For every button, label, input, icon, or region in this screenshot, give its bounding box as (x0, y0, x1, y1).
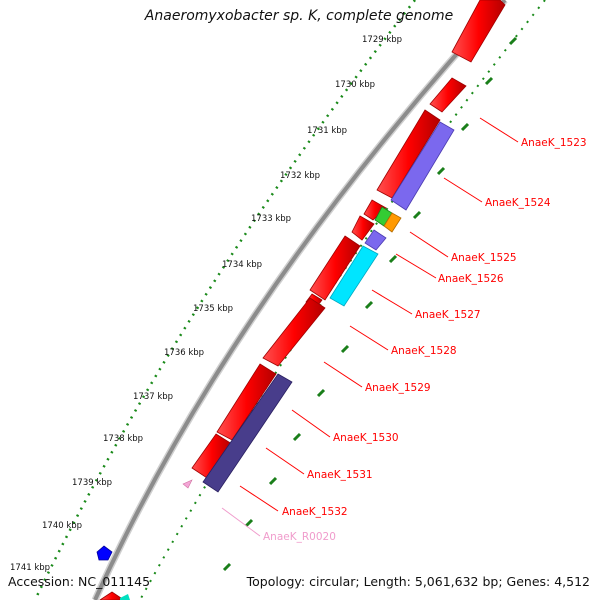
accession-text: Accession: NC_011145 (8, 574, 151, 589)
gene-block (363, 199, 387, 221)
kbp-label: 1730 kbp (335, 80, 375, 90)
kbp-label: 1729 kbp (362, 35, 402, 45)
kbp-label: 1737 kbp (133, 392, 173, 402)
kbp-label: 1734 kbp (222, 260, 262, 270)
gene-block (451, 0, 506, 63)
kbp-label: 1731 kbp (307, 126, 347, 136)
map-title: Anaeromyxobacter sp. K, complete genome (0, 8, 600, 24)
gene-block (96, 545, 113, 561)
gene-label[interactable]: AnaeK_1529 (365, 382, 431, 394)
label-leader-pink (221, 507, 261, 537)
kbp-label: 1741 kbp (10, 563, 50, 573)
gene-block (262, 297, 326, 367)
gene-block (202, 373, 293, 493)
scale-ring-dotted (33, 0, 416, 601)
gene-label[interactable]: AnaeK_1528 (391, 345, 457, 357)
gene-label-pink[interactable]: AnaeK_R0020 (263, 531, 336, 543)
gene-block (390, 121, 455, 211)
gene-block (429, 77, 467, 113)
gene-label[interactable]: AnaeK_1530 (333, 432, 399, 444)
gene-block (120, 594, 130, 600)
gene-label[interactable]: AnaeK_1525 (451, 252, 517, 264)
gene-label[interactable]: AnaeK_1532 (282, 506, 348, 518)
gene-block (182, 479, 193, 489)
gene-block (351, 215, 375, 241)
kbp-label: 1735 kbp (193, 304, 233, 314)
kbp-label: 1732 kbp (280, 171, 320, 181)
gene-label[interactable]: AnaeK_1527 (415, 309, 481, 321)
gene-label[interactable]: AnaeK_1531 (307, 469, 373, 481)
kbp-label: 1740 kbp (42, 521, 82, 531)
gene-block (364, 229, 387, 251)
kbp-label: 1739 kbp (72, 478, 112, 488)
kbp-label: 1733 kbp (251, 214, 291, 224)
map-title-text: Anaeromyxobacter sp. K, complete genome (144, 8, 454, 24)
gene-block (309, 235, 361, 301)
tick-ring (139, 0, 546, 601)
kbp-label: 1736 kbp (164, 348, 204, 358)
gene-block (383, 212, 402, 233)
major-ticks (222, 36, 518, 572)
gene-label[interactable]: AnaeK_1523 (521, 137, 587, 149)
kbp-labels: 1729 kbp 1730 kbp 1731 kbp 1732 kbp 1733… (10, 35, 402, 573)
gene-label[interactable]: AnaeK_1524 (485, 197, 551, 209)
gene-block (329, 245, 379, 307)
kbp-label: 1738 kbp (103, 434, 143, 444)
forward-genes (98, 0, 506, 601)
topology-text: Topology: circular; Length: 5,061,632 bp… (246, 574, 590, 589)
label-leaders (239, 117, 519, 512)
gene-label[interactable]: AnaeK_1526 (438, 273, 504, 285)
gene-labels: AnaeK_1523 AnaeK_1524 AnaeK_1525 AnaeK_1… (263, 137, 587, 543)
